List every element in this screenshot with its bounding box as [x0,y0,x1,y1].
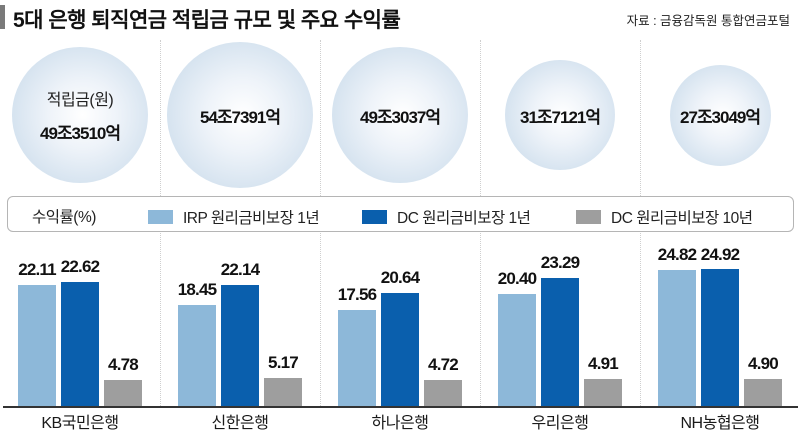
bar-dc-1y [701,269,739,406]
category-label: 우리은행 [531,415,589,432]
bar-dc-10y [424,380,462,406]
source-note: 자료 : 금융감독원 통합연금포털 [626,14,790,28]
category-label: 신한은행 [211,415,269,432]
bar-value: 4.90 [748,354,779,373]
header: 5대 은행 퇴직연금 적립금 규모 및 주요 수익률 자료 : 금융감독원 통합… [0,4,800,32]
legend-label: IRP 원리금비보장 1년 [183,210,320,227]
bar-value: 4.78 [108,355,139,374]
bar-value: 5.17 [268,353,299,372]
bar-value: 22.11 [18,260,56,279]
bar-group-woori: 20.40 23.29 4.91 우리은행 [480,236,640,434]
bar-irp-1y [338,310,376,406]
bar-value: 23.29 [540,253,580,272]
bar-dc-10y [104,380,142,406]
category-label: NH농협은행 [680,415,761,432]
bar-chart: 22.11 22.62 4.78 KB국민은행 18.45 22.14 5.17… [0,236,800,434]
bubble-value: 49조3037억 [359,107,441,127]
bar-value: 20.64 [380,268,420,287]
bubble-kb: 적립금(원) 49조3510억 [12,47,148,183]
bar-value: 22.62 [60,257,100,276]
legend-swatch-light-blue [148,210,173,224]
bubble-value: 54조7391억 [199,107,281,127]
bar-irp-1y [498,294,536,406]
bar-value: 4.72 [428,355,459,374]
legend: 수익률(%) IRP 원리금비보장 1년 DC 원리금비보장 1년 DC 원리금… [7,196,794,232]
bar-irp-1y [18,285,56,406]
bar-value: 22.14 [220,260,260,279]
bar-value: 4.91 [588,354,619,373]
bubble-cell-hana: 49조3037억 [320,40,480,190]
bar-group-shinhan: 18.45 22.14 5.17 신한은행 [160,236,320,434]
legend-label: DC 원리금비보장 10년 [611,210,753,227]
legend-item-dc-1y: DC 원리금비보장 1년 [362,206,531,228]
bubble-cell-nh: 27조3049억 [640,40,800,190]
x-axis-baseline [3,406,798,408]
bar-dc-1y [541,278,579,406]
bar-group-hana: 17.56 20.64 4.72 하나은행 [320,236,480,434]
bar-dc-10y [744,379,782,406]
bar-irp-1y [658,270,696,406]
bubble-cell-shinhan: 54조7391억 [160,40,320,190]
bar-dc-10y [264,378,302,406]
bar-dc-1y [61,282,99,406]
bar-value: 18.45 [177,280,217,299]
bubble-cell-kb: 적립금(원) 49조3510억 [0,40,160,190]
legend-item-dc-10y: DC 원리금비보장 10년 [576,206,753,228]
bubble-value: 27조3049억 [679,107,761,127]
bar-value: 20.40 [497,269,537,288]
bubble-woori: 31조7121억 [505,60,615,170]
bar-dc-1y [221,285,259,406]
bar-dc-10y [584,379,622,406]
bubble-nh: 27조3049억 [669,64,771,166]
bar-group-kb: 22.11 22.62 4.78 KB국민은행 [0,236,160,434]
bubble-value: 31조7121억 [519,107,601,127]
bubble-value: 49조3510억 [39,124,121,143]
bar-group-nh: 24.82 24.92 4.90 NH농협은행 [640,236,800,434]
bar-dc-1y [381,293,419,406]
bubble-shinhan: 54조7391억 [167,42,313,188]
category-label: 하나은행 [371,415,429,432]
legend-swatch-dark-blue [362,210,387,224]
bar-value: 17.56 [337,285,377,304]
bubble-row: 적립금(원) 49조3510억 54조7391억 49조3037억 31조712… [0,40,800,190]
bar-irp-1y [178,305,216,406]
bar-value: 24.92 [700,245,740,264]
legend-swatch-gray [576,210,601,224]
bubble-cell-woori: 31조7121억 [480,40,640,190]
title-accent-bar [0,5,5,29]
bubble-hana: 49조3037억 [332,47,468,183]
bubble-label: 적립금(원) [46,92,114,109]
category-label: KB국민은행 [41,415,119,432]
chart-title: 5대 은행 퇴직연금 적립금 규모 및 주요 수익률 [13,9,401,32]
legend-label: DC 원리금비보장 1년 [397,210,531,227]
bar-value: 24.82 [657,245,697,264]
legend-item-irp-1y: IRP 원리금비보장 1년 [148,206,320,228]
legend-title: 수익률(%) [32,209,96,226]
